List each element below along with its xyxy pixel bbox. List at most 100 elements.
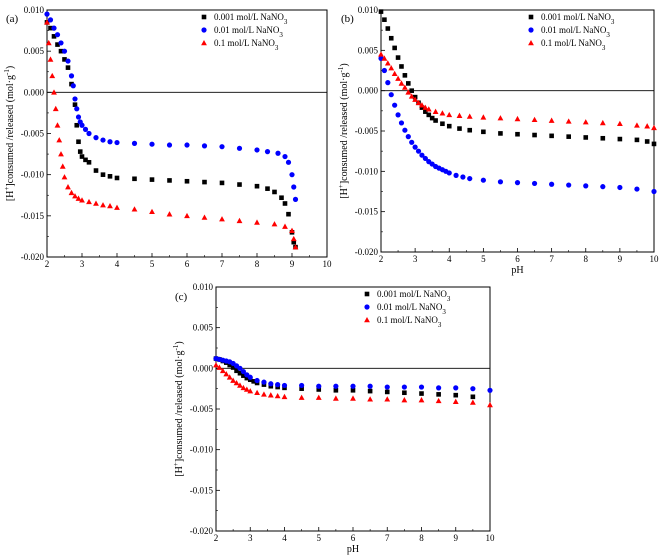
data-point xyxy=(419,152,425,158)
data-point xyxy=(436,385,442,391)
data-point xyxy=(51,34,57,39)
data-point xyxy=(244,375,250,381)
data-point xyxy=(290,235,297,242)
series-triangle xyxy=(44,19,299,250)
data-point xyxy=(480,114,487,120)
data-point xyxy=(332,395,339,401)
series-square xyxy=(213,356,476,400)
data-point xyxy=(422,104,429,110)
data-point xyxy=(132,176,137,182)
data-point xyxy=(48,25,53,31)
legend-label: 0.01 mol/L NaNO3 xyxy=(214,25,283,39)
data-point xyxy=(236,145,243,151)
data-point xyxy=(651,141,657,147)
data-point xyxy=(234,368,239,374)
data-point xyxy=(68,189,75,196)
data-point xyxy=(62,57,67,62)
data-point xyxy=(219,216,225,222)
data-point xyxy=(333,387,339,393)
data-point xyxy=(184,178,190,184)
x-tick-label: 8 xyxy=(255,259,260,269)
x-tick-label: 4 xyxy=(447,254,452,264)
legend-label: 0.01 mol/L NaNO3 xyxy=(377,302,446,316)
legend-label-subscript: 3 xyxy=(275,44,279,52)
series-triangle xyxy=(213,362,493,408)
legend-label-subscript: 3 xyxy=(602,44,606,52)
x-tick-label: 4 xyxy=(282,533,287,543)
data-point xyxy=(93,200,99,206)
data-point xyxy=(600,184,606,190)
data-point xyxy=(74,122,80,128)
data-point xyxy=(131,140,138,146)
data-point xyxy=(56,137,63,143)
data-point xyxy=(634,137,640,143)
data-point xyxy=(61,48,68,54)
data-point xyxy=(565,118,572,124)
y-axis-title-superscript: -1 xyxy=(172,344,180,350)
data-point xyxy=(384,384,390,390)
legend-label-text: 0.001 mol/L NaNO xyxy=(541,12,611,22)
data-point xyxy=(446,111,453,118)
data-point xyxy=(466,113,473,119)
y-axis-title-part: ) xyxy=(174,341,185,344)
data-point xyxy=(230,365,236,370)
data-point xyxy=(279,195,284,201)
data-point xyxy=(299,386,304,391)
data-point xyxy=(426,112,432,118)
data-point xyxy=(453,385,459,391)
data-point xyxy=(419,105,425,110)
data-point xyxy=(418,397,425,403)
data-point xyxy=(408,93,415,99)
data-point xyxy=(251,379,256,384)
x-tick-label: 9 xyxy=(290,259,295,269)
data-point xyxy=(114,175,120,181)
data-point xyxy=(70,83,76,89)
data-point xyxy=(233,379,240,386)
legend-marker xyxy=(201,27,207,33)
data-point xyxy=(435,397,442,404)
data-point xyxy=(600,135,606,141)
legend-label: 0.1 mol/L NaNO3 xyxy=(541,38,606,52)
data-point xyxy=(289,227,295,233)
data-point xyxy=(378,51,384,57)
data-point xyxy=(514,180,521,186)
data-point xyxy=(456,112,463,118)
data-point xyxy=(467,127,473,133)
data-point xyxy=(237,370,243,376)
data-point xyxy=(405,89,412,95)
data-point xyxy=(582,119,589,125)
x-tick-label: 2 xyxy=(379,254,384,264)
data-point xyxy=(405,134,411,140)
data-point xyxy=(74,106,80,112)
y-tick-label: 0.010 xyxy=(193,282,214,292)
data-point xyxy=(381,55,388,61)
data-point xyxy=(392,102,398,108)
x-tick-label: 3 xyxy=(413,254,418,264)
data-point xyxy=(385,80,391,86)
y-tick-label: -0.010 xyxy=(190,445,214,455)
data-point xyxy=(401,84,408,90)
x-tick-label: 10 xyxy=(486,533,496,543)
legend-label-text: 0.1 mol/L NaNO xyxy=(377,315,438,325)
data-point xyxy=(395,55,401,60)
x-tick-label: 8 xyxy=(419,533,424,543)
legend-label-subscript: 3 xyxy=(606,31,610,39)
data-point xyxy=(433,118,438,123)
data-point xyxy=(72,193,78,199)
data-point xyxy=(61,174,68,180)
data-point xyxy=(384,60,391,66)
y-tick-label: -0.015 xyxy=(190,485,214,495)
legend-marker xyxy=(364,317,370,323)
x-tick-label: 6 xyxy=(185,259,190,269)
data-point xyxy=(261,391,267,397)
data-point xyxy=(47,56,54,62)
data-point xyxy=(267,392,274,398)
y-axis-title: [H+]consumed /released (mol·g-1) xyxy=(3,66,16,201)
data-point xyxy=(617,136,623,142)
data-point xyxy=(241,373,246,378)
legend-label-subscript: 3 xyxy=(284,18,288,26)
data-point xyxy=(395,75,401,81)
data-point xyxy=(213,362,219,368)
panel-label: (a) xyxy=(6,13,19,25)
